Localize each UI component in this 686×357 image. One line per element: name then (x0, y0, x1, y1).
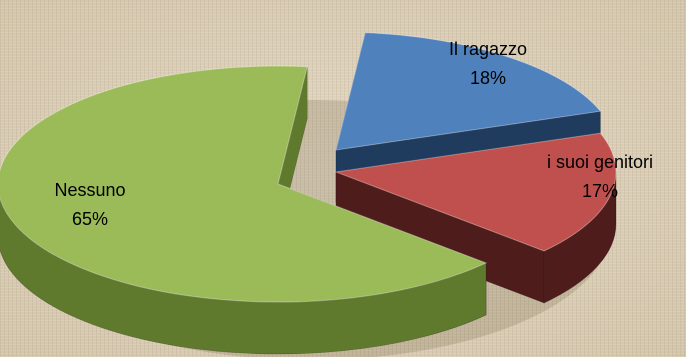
slice-value-i-suoi-genitori: 17% (582, 181, 618, 201)
slice-value-il-ragazzo: 18% (470, 68, 506, 88)
slice-label-nessuno: Nessuno (54, 180, 125, 200)
slice-value-nessuno: 65% (72, 209, 108, 229)
slice-label-i-suoi-genitori: i suoi genitori (547, 152, 653, 172)
pie-slice-nessuno (0, 65, 488, 303)
slice-label-il-ragazzo: Il ragazzo (449, 39, 527, 59)
pie-slice-il-ragazzo (335, 32, 602, 151)
pie-slice-i-suoi-genitori (334, 132, 617, 252)
